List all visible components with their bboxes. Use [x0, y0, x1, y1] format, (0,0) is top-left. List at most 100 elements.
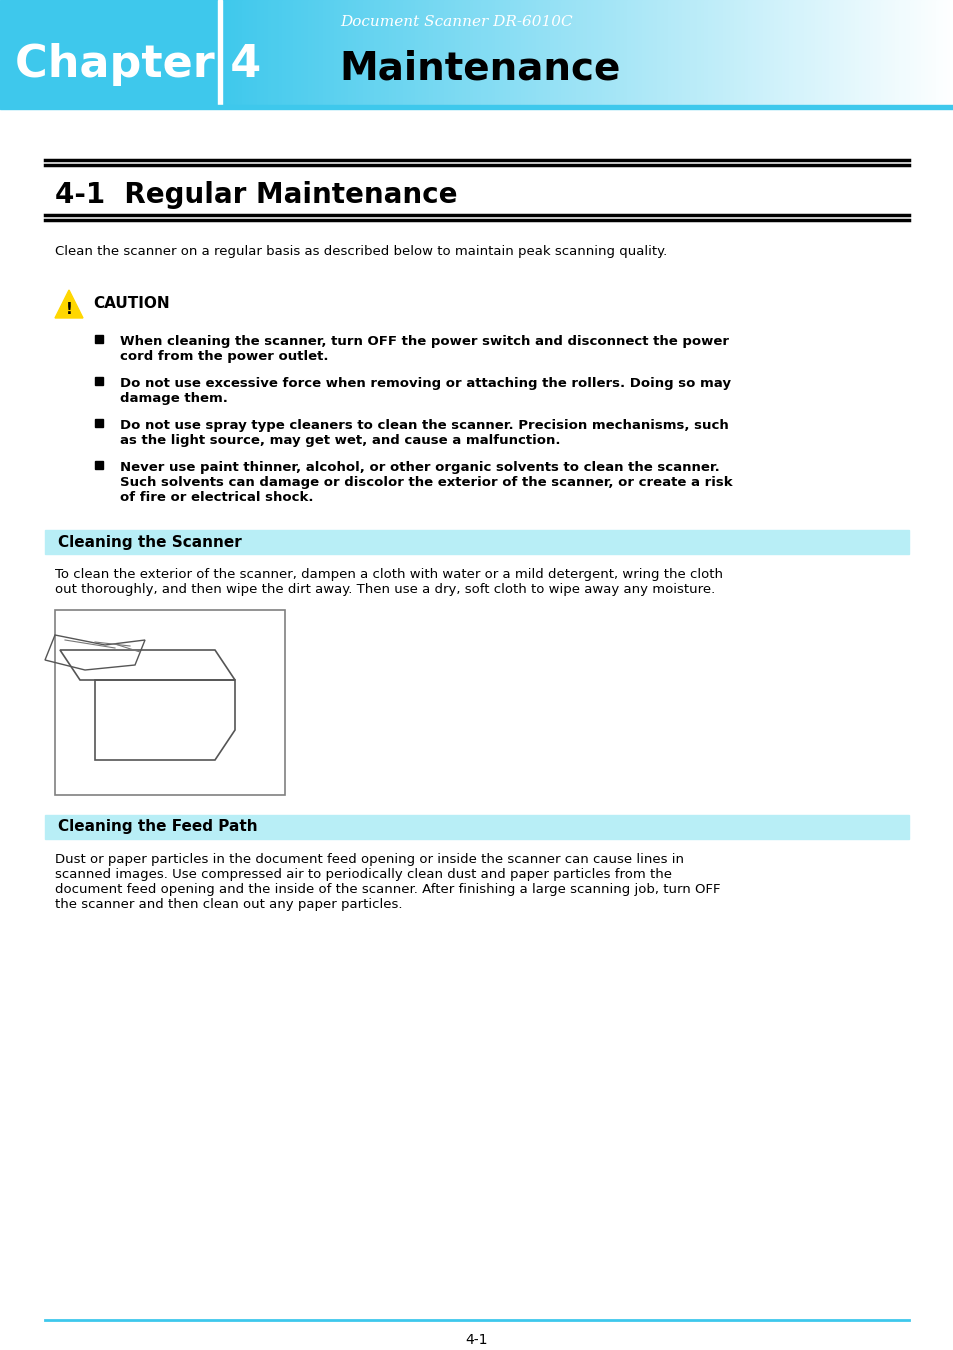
Bar: [403, 0, 408, 105]
Bar: [220, 0, 225, 105]
Bar: [876, 0, 881, 105]
Bar: [465, 0, 470, 105]
Bar: [95, 377, 103, 385]
Bar: [238, 0, 243, 105]
Bar: [304, 0, 309, 105]
Bar: [788, 0, 793, 105]
Bar: [722, 0, 727, 105]
Bar: [542, 0, 547, 105]
Bar: [729, 0, 734, 105]
Bar: [520, 0, 525, 105]
Bar: [476, 0, 481, 105]
Bar: [598, 0, 602, 105]
Bar: [381, 0, 386, 105]
Bar: [223, 0, 228, 105]
Text: CAUTION: CAUTION: [92, 297, 170, 312]
Bar: [337, 0, 342, 105]
Bar: [638, 0, 642, 105]
Bar: [535, 0, 539, 105]
Text: Document Scanner DR-6010C: Document Scanner DR-6010C: [339, 15, 572, 28]
Bar: [594, 0, 598, 105]
Bar: [935, 0, 940, 105]
Bar: [806, 0, 811, 105]
Text: Chapter 4: Chapter 4: [15, 43, 261, 86]
Bar: [271, 0, 275, 105]
Text: Never use paint thinner, alcohol, or other organic solvents to clean the scanner: Never use paint thinner, alcohol, or oth…: [120, 460, 732, 504]
Bar: [502, 0, 507, 105]
Bar: [315, 0, 320, 105]
Bar: [95, 335, 103, 343]
Bar: [656, 0, 660, 105]
Text: Clean the scanner on a regular basis as described below to maintain peak scannin: Clean the scanner on a regular basis as …: [55, 244, 666, 258]
Bar: [711, 0, 716, 105]
Bar: [447, 0, 452, 105]
Bar: [939, 0, 943, 105]
Bar: [612, 0, 617, 105]
Bar: [601, 0, 606, 105]
Bar: [455, 0, 459, 105]
Bar: [326, 0, 331, 105]
Bar: [348, 0, 353, 105]
Bar: [685, 0, 690, 105]
Text: Cleaning the Scanner: Cleaning the Scanner: [58, 535, 241, 549]
Bar: [45, 531, 908, 554]
Bar: [330, 0, 335, 105]
Bar: [462, 0, 466, 105]
Text: When cleaning the scanner, turn OFF the power switch and disconnect the power
co: When cleaning the scanner, turn OFF the …: [120, 335, 728, 363]
Bar: [296, 0, 301, 105]
Bar: [363, 0, 368, 105]
Bar: [443, 0, 448, 105]
Bar: [344, 0, 349, 105]
Bar: [484, 0, 488, 105]
Bar: [927, 0, 932, 105]
Bar: [572, 0, 577, 105]
Bar: [949, 0, 953, 105]
Bar: [894, 0, 899, 105]
Bar: [558, 0, 561, 105]
Text: Maintenance: Maintenance: [339, 49, 620, 86]
Bar: [487, 0, 492, 105]
Bar: [737, 0, 741, 105]
Bar: [608, 0, 613, 105]
Bar: [854, 0, 859, 105]
Text: Do not use spray type cleaners to clean the scanner. Precision mechanisms, such
: Do not use spray type cleaners to clean …: [120, 418, 728, 447]
Bar: [411, 0, 416, 105]
Bar: [417, 0, 422, 105]
Bar: [700, 0, 704, 105]
Bar: [334, 0, 338, 105]
Bar: [689, 0, 694, 105]
Text: 4-1  Regular Maintenance: 4-1 Regular Maintenance: [55, 181, 457, 209]
Bar: [828, 0, 833, 105]
Bar: [218, 0, 222, 105]
Bar: [407, 0, 412, 105]
Bar: [469, 0, 474, 105]
Bar: [659, 0, 664, 105]
Bar: [744, 0, 749, 105]
Bar: [45, 815, 908, 838]
Bar: [554, 0, 558, 105]
Bar: [619, 0, 624, 105]
Bar: [399, 0, 404, 105]
Bar: [524, 0, 529, 105]
Bar: [234, 0, 239, 105]
Bar: [249, 0, 253, 105]
Bar: [865, 0, 870, 105]
Bar: [294, 0, 297, 105]
Bar: [777, 0, 781, 105]
Bar: [374, 0, 378, 105]
Bar: [513, 0, 517, 105]
Bar: [616, 0, 620, 105]
Bar: [821, 0, 825, 105]
Bar: [653, 0, 657, 105]
Bar: [392, 0, 396, 105]
Bar: [458, 0, 463, 105]
Bar: [707, 0, 712, 105]
Bar: [231, 0, 235, 105]
Bar: [840, 0, 844, 105]
Bar: [920, 0, 924, 105]
Bar: [274, 0, 279, 105]
Bar: [796, 0, 800, 105]
Bar: [858, 0, 862, 105]
Bar: [770, 0, 775, 105]
Bar: [366, 0, 371, 105]
